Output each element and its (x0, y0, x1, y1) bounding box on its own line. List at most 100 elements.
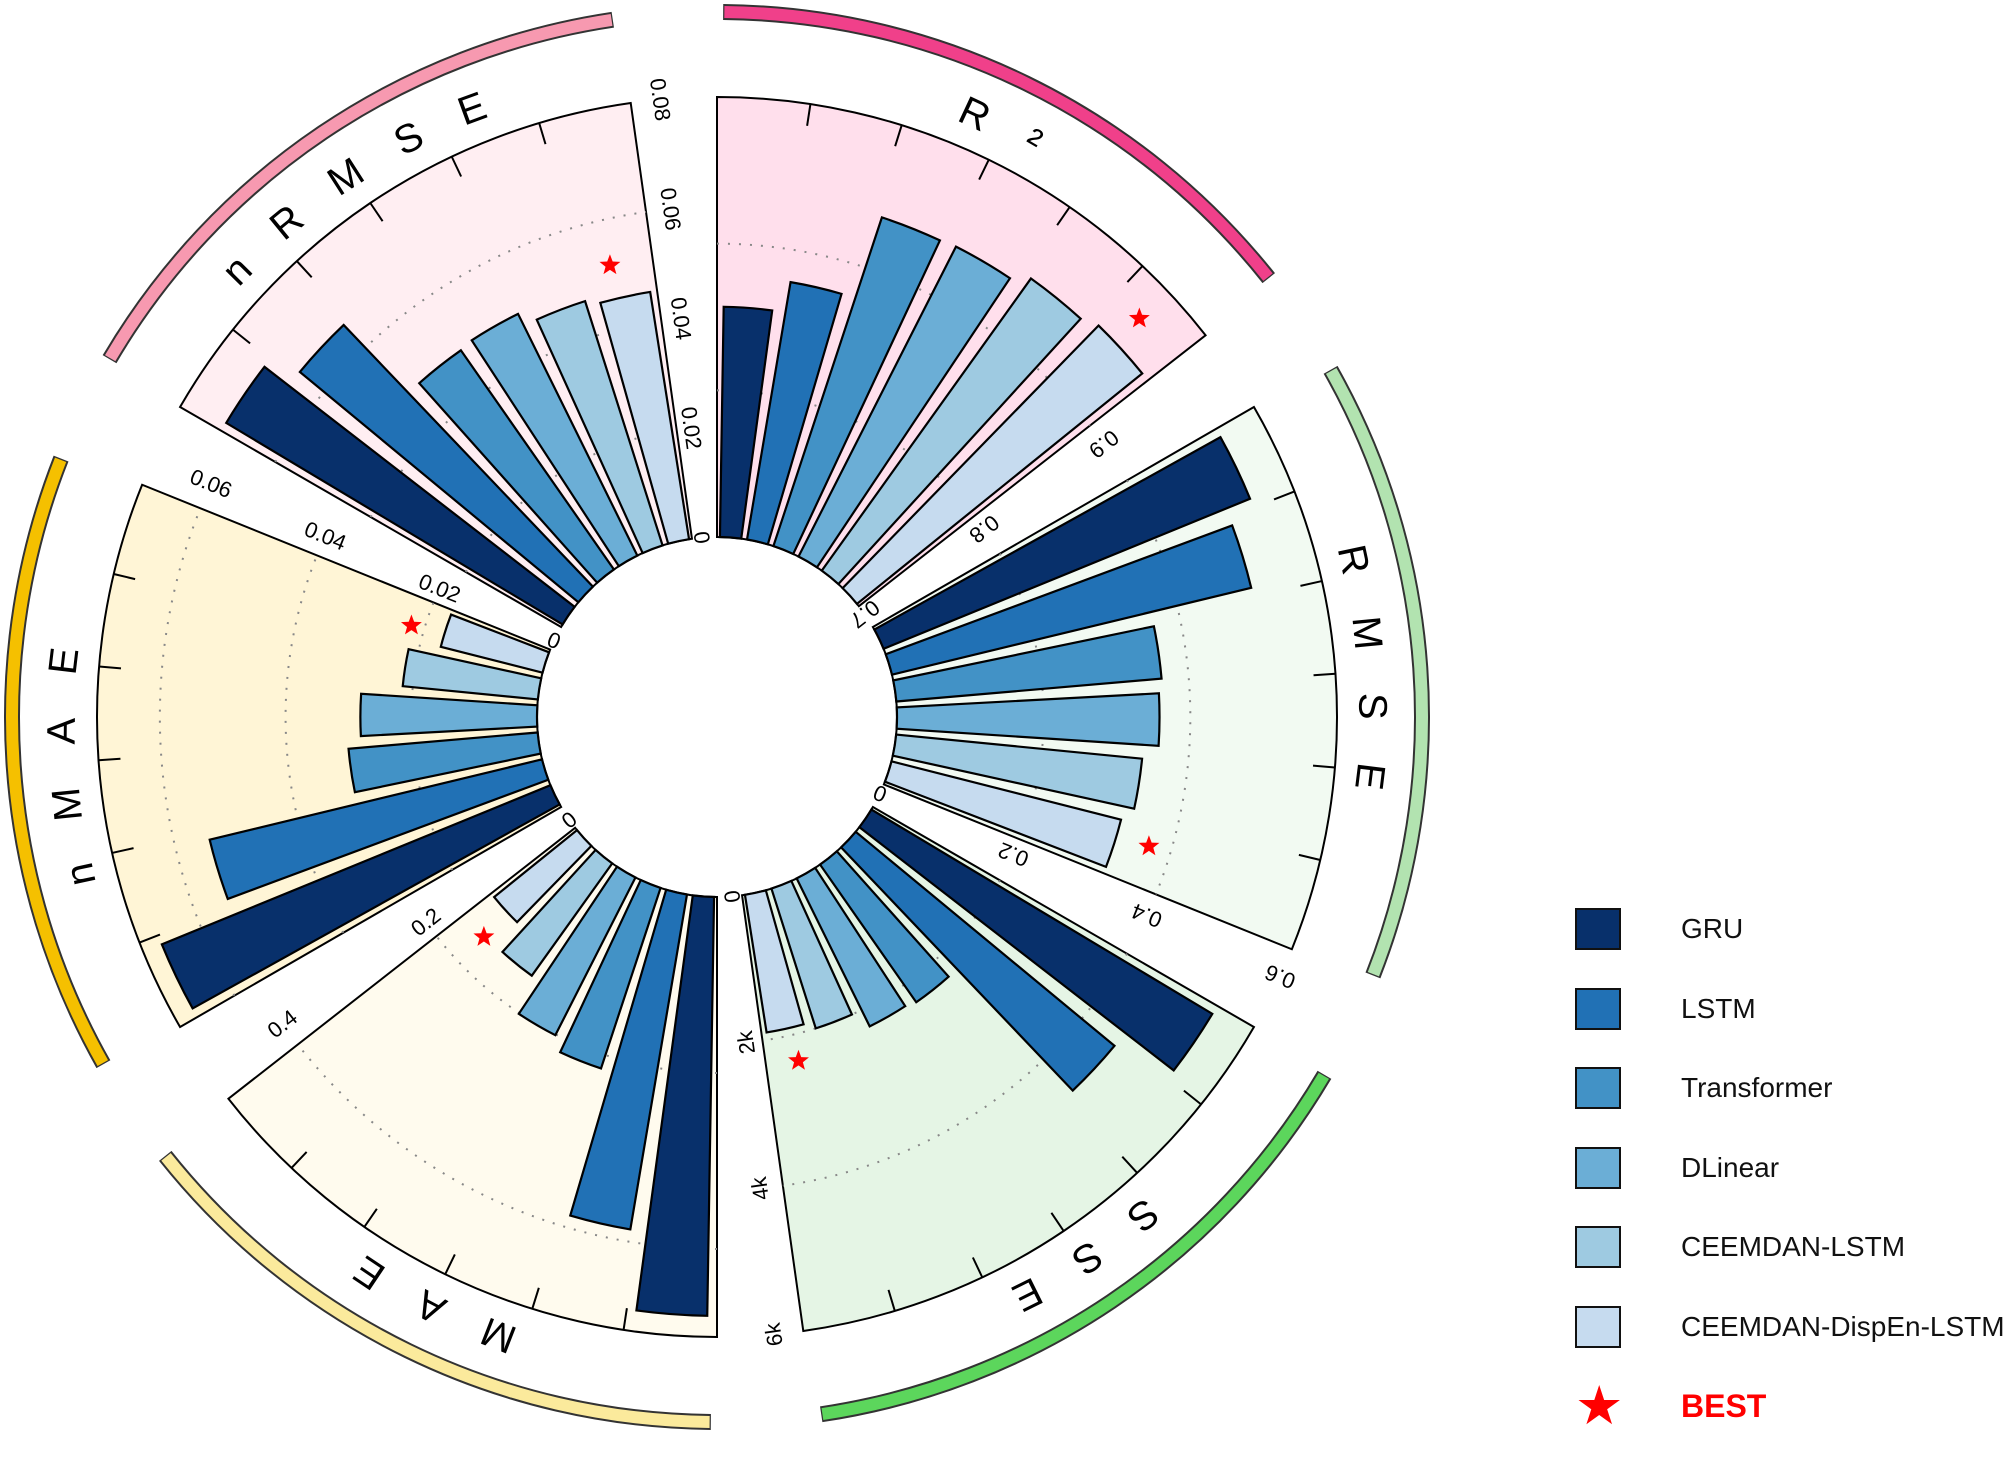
legend-item-best: ★ BEST (1575, 1376, 2005, 1436)
metric-arc-r (724, 6, 1273, 281)
bar-mae-dlinear (517, 865, 637, 1037)
outer-tick (622, 1308, 628, 1331)
bar-mae-transformer (558, 878, 662, 1070)
outer-tick (887, 1289, 896, 1312)
bar-rmse-ceemdan-dispen-lstm (883, 760, 1123, 869)
star-icon: ★ (1575, 1376, 1624, 1436)
legend-label: GRU (1681, 913, 1744, 944)
legend-swatch (1575, 908, 1621, 950)
axis-tick-label: 0 (689, 530, 715, 546)
bar-sse-ceemdan-dispen-lstm (743, 888, 805, 1034)
metric-title-label: nMAE (40, 603, 63, 889)
outer-tick (1056, 206, 1071, 226)
outer-tick (450, 156, 463, 177)
bar-nmae-lstm (208, 757, 550, 901)
legend-swatch (1575, 1226, 1621, 1268)
bar-rmse-lstm (884, 524, 1253, 677)
axis-tick-label: 0.08 (645, 77, 676, 123)
metric-arc-rmse (1325, 367, 1428, 977)
legend-label: Transformer (1681, 1072, 1833, 1103)
outer-tick (111, 847, 134, 854)
bar-mae-gru (635, 894, 716, 1317)
bar-nmae-dlinear (359, 692, 539, 738)
bar-r-transformer (772, 215, 942, 556)
bar-mae-ceemdan-dispen-lstm (492, 828, 593, 924)
bar-sse-dlinear (795, 866, 907, 1028)
outer-tick (98, 757, 121, 762)
axis-tick-label: 0 (557, 806, 582, 833)
outer-tick (1273, 490, 1295, 501)
metric-title-label: RMSE (1329, 541, 1353, 834)
outer-tick (971, 1257, 984, 1278)
outer-tick (978, 159, 990, 180)
legend-item-gru: GRU (1575, 905, 2005, 953)
bar-mae-ceemdan-lstm (500, 848, 614, 978)
axis-tick-label: 2k (732, 1028, 760, 1055)
outer-tick (1312, 764, 1336, 769)
bar-sse-gru (857, 808, 1214, 1072)
bar-r-gru (718, 305, 774, 540)
outer-tick (369, 202, 384, 222)
outer-tick (98, 665, 122, 670)
outer-tick (1126, 265, 1144, 283)
bar-nmae-ceemdan-dispen-lstm (439, 613, 551, 674)
axis-tick-label: 0 (870, 780, 891, 808)
outer-tick (1183, 1089, 1202, 1106)
best-star-icon (599, 254, 621, 275)
bar-nrmse-gru (224, 365, 577, 626)
outer-tick (139, 933, 161, 944)
bar-mae-lstm (568, 888, 689, 1231)
outer-tick (1050, 1212, 1065, 1232)
legend-swatch (1575, 1067, 1621, 1109)
outer-tick (538, 122, 547, 145)
metric-title-nmae: nMAE (40, 603, 105, 889)
bar-nrmse-lstm (298, 323, 595, 604)
metric-arc-nrmse (105, 13, 613, 362)
bar-r-dlinear (797, 245, 1012, 569)
legend-label: DLinear (1681, 1151, 1780, 1183)
axis-tick-label: 0 (544, 627, 565, 655)
outer-tick (531, 1287, 540, 1310)
outer-tick (1298, 853, 1321, 861)
axis-tick-label: 0.4 (1128, 898, 1166, 933)
legend-swatch (1575, 1146, 1621, 1189)
bar-nrmse-ceemdan-lstm (535, 299, 664, 555)
axis-tick-label: 6k (760, 1320, 788, 1347)
legend-label: CEEMDAN-LSTM (1681, 1231, 1906, 1262)
legend-swatch (1575, 987, 1621, 1030)
axis-tick-label: 4k (746, 1174, 774, 1201)
bar-r-lstm (745, 280, 843, 546)
gridline (274, 210, 647, 463)
bar-rmse-gru (872, 435, 1252, 651)
legend-item-ceemdan-lstm: CEEMDAN-LSTM (1575, 1223, 2005, 1271)
best-star-icon (1138, 835, 1160, 856)
legend-item-dlinear: DLinear (1575, 1144, 2005, 1192)
outer-tick (290, 1151, 308, 1169)
metric-arc-mae (161, 1153, 710, 1428)
bar-sse-transformer (818, 849, 951, 1004)
outer-tick (806, 103, 812, 126)
bar-r-ceemdan-dispen-lstm (841, 323, 1144, 606)
legend: GRU LSTM Transformer DLinear CEEMDAN-LST… (1575, 905, 2005, 1462)
metric-title-rmse: RMSE (1329, 541, 1395, 834)
bar-sse-lstm (839, 830, 1117, 1093)
outer-tick (444, 1254, 456, 1275)
axis-tick-label: 0.06 (187, 464, 236, 503)
bar-rmse-ceemdan-lstm (891, 733, 1144, 811)
axis-tick-label: 0.04 (666, 296, 697, 342)
outer-tick (363, 1208, 378, 1228)
best-star-icon (1128, 307, 1150, 328)
best-star-icon (473, 925, 495, 946)
outer-tick (296, 260, 313, 278)
metric-arc-sse (821, 1072, 1329, 1421)
bar-nmae-gru (160, 783, 562, 1010)
legend-swatch (1575, 1305, 1621, 1348)
axis-tick-label: 0.6 (1261, 959, 1299, 994)
legend-label: CEEMDAN-DispEn-LSTM (1681, 1310, 2005, 1342)
bar-r-ceemdan-lstm (820, 276, 1083, 586)
outer-tick (894, 124, 903, 147)
bar-nmae-ceemdan-lstm (401, 647, 543, 701)
outer-tick (1313, 672, 1336, 677)
outer-tick (1300, 580, 1323, 587)
